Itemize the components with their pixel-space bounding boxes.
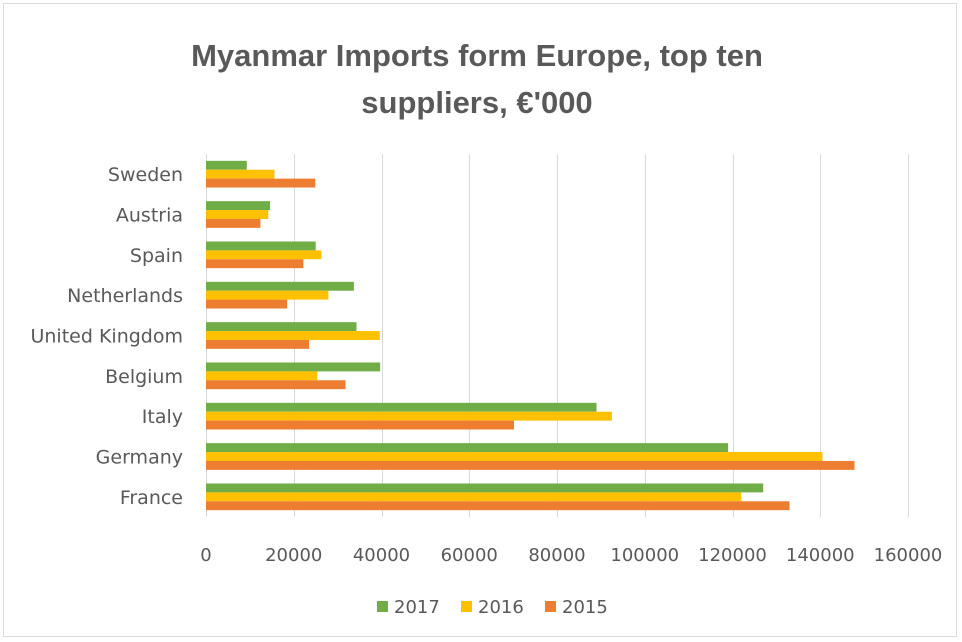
bar-2015 [206,420,514,430]
bar-2017 [206,160,247,170]
category-label: France [120,487,183,509]
legend-label-2017: 2017 [394,597,440,618]
category-label: Austria [116,205,183,227]
legend-swatch-2016 [461,601,472,612]
bar-2017 [206,241,316,251]
bar-2017 [206,201,271,211]
category-label: Belgium [105,366,183,388]
bar-2017 [206,443,729,453]
bar-2017 [206,281,354,291]
legend-label-2016: 2016 [478,597,524,618]
category-labels: France Germany Italy Belgium United Kingdom N… [30,164,183,509]
bar-2016 [206,452,823,461]
bar-2016 [206,492,742,502]
gridlines [206,154,909,517]
x-tick-label: 80000 [528,545,585,566]
bar-2017 [206,362,381,372]
category-label: Netherlands [67,285,183,307]
category-label: Germany [96,447,183,469]
bar-2016 [206,331,380,340]
bar-2016 [206,371,318,381]
chart-title-line-2: suppliers, €'000 [361,85,592,120]
bar-2015 [206,501,790,511]
x-tick-label: 20000 [265,545,322,566]
chart-svg: Myanmar Imports form Europe, top ten sup… [30,38,942,618]
chart-title: Myanmar Imports form Europe, top ten sup… [191,38,763,120]
legend-swatch-2017 [377,601,388,612]
legend-label-2015: 2015 [562,597,608,618]
bar-2015 [206,380,346,390]
x-axis-tick-labels: 0 20000 40000 60000 80000 100000 120000 140000 1… [200,545,942,566]
chart-frame: Myanmar Imports form Europe, top ten sup… [3,3,957,637]
bar-2017 [206,483,764,493]
bar-2015 [206,299,288,309]
legend-swatch-2015 [545,601,556,612]
category-label: United Kingdom [30,326,183,348]
bar-2015 [206,460,855,470]
x-tick-label: 40000 [353,545,410,566]
chart-title-line-1: Myanmar Imports form Europe, top ten [191,38,763,73]
bars [206,160,855,511]
bar-2017 [206,322,357,332]
x-tick-label: 60000 [441,545,498,566]
bar-2016 [206,169,275,179]
x-tick-label: 160000 [874,545,943,566]
category-label: Italy [142,406,183,428]
x-tick-label: 120000 [698,545,767,566]
x-tick-label: 0 [200,545,211,566]
bar-2015 [206,178,316,188]
x-tick-label: 100000 [610,545,679,566]
category-label: Spain [130,245,183,267]
category-label: Sweden [108,164,183,186]
bar-2015 [206,259,304,269]
bar-2016 [206,250,322,260]
bar-2016 [206,411,612,421]
bar-2016 [206,290,329,300]
legend: 2017 2016 2015 [377,597,608,618]
bar-2016 [206,210,269,219]
bar-2015 [206,218,261,228]
bar-2017 [206,402,597,412]
bar-2015 [206,339,310,349]
x-tick-label: 140000 [786,545,855,566]
